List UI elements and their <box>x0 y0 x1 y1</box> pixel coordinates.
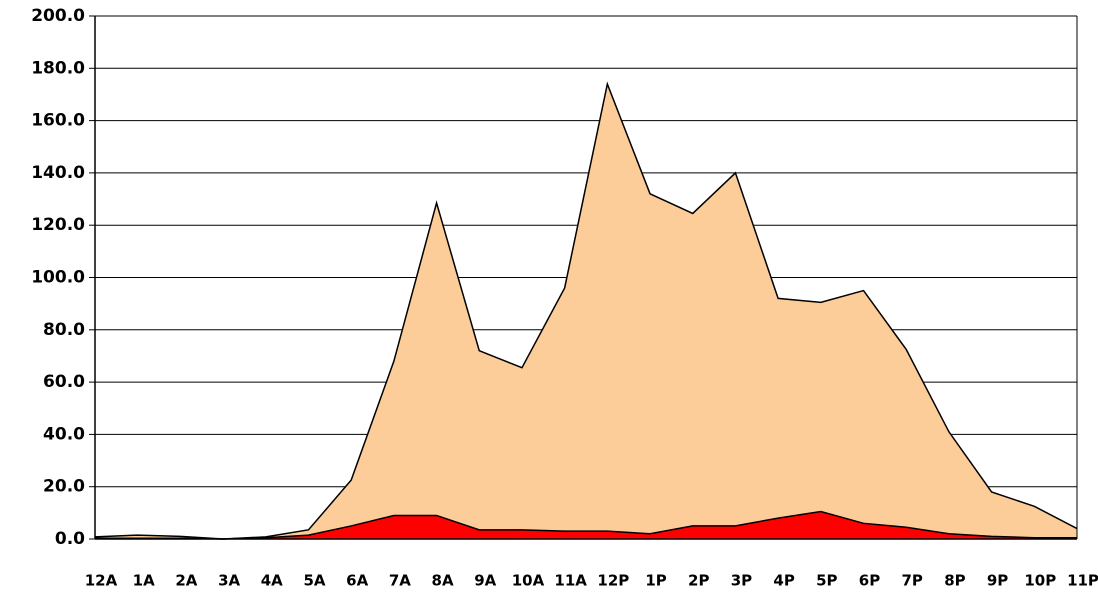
x-tick-label: 5A <box>303 572 325 590</box>
x-tick-label: 6A <box>346 572 368 590</box>
y-tick-label: 20.0 <box>43 477 85 497</box>
y-tick-label: 60.0 <box>43 372 85 392</box>
x-tick-label: 7A <box>389 572 411 590</box>
y-tick-label: 140.0 <box>31 163 85 183</box>
x-tick-label: 5P <box>816 572 837 590</box>
x-tick-label: 9A <box>474 572 496 590</box>
x-tick-label: 10P <box>1024 572 1056 590</box>
y-tick-label: 80.0 <box>43 320 85 340</box>
area-line <box>95 510 1077 540</box>
x-tick-label: 2P <box>688 572 709 590</box>
x-tick-label: 3P <box>731 572 752 590</box>
x-tick-label: 6P <box>859 572 880 590</box>
x-tick-label: 9P <box>987 572 1008 590</box>
x-tick-label: 10A <box>512 572 545 590</box>
area <box>95 83 1077 540</box>
x-tick-label: 8P <box>944 572 965 590</box>
y-tick-label: 100.0 <box>31 268 85 288</box>
x-tick-label: 12P <box>597 572 629 590</box>
x-tick-label: 4P <box>773 572 794 590</box>
y-tick-label: 180.0 <box>31 58 85 78</box>
area <box>95 511 1077 539</box>
x-tick-label: 1P <box>645 572 666 590</box>
x-tick-label: 7P <box>901 572 922 590</box>
x-tick-label: 11A <box>554 572 587 590</box>
y-tick-label: 40.0 <box>43 424 85 444</box>
x-tick-label: 8A <box>432 572 454 590</box>
y-tick-label: 0.0 <box>55 529 85 549</box>
x-tick-label: 11P <box>1067 572 1098 590</box>
x-tick-label: 3A <box>218 572 240 590</box>
x-tick-label: 4A <box>261 572 283 590</box>
x-tick-label: 12A <box>85 572 118 590</box>
x-tick-label: 2A <box>175 572 197 590</box>
y-tick-label: 160.0 <box>31 111 85 131</box>
x-tick-label: 1A <box>133 572 155 590</box>
y-tick-label: 120.0 <box>31 215 85 235</box>
y-tick-label: 200.0 <box>31 6 85 26</box>
